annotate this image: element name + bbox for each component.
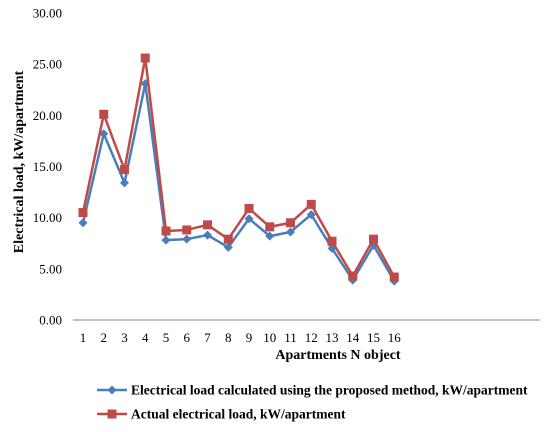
data-point bbox=[120, 165, 129, 175]
series-1 bbox=[78, 79, 399, 286]
series-2 bbox=[78, 53, 399, 282]
legend: Electrical load calculated using the pro… bbox=[97, 383, 528, 422]
series-line bbox=[81, 82, 396, 282]
data-point bbox=[306, 210, 316, 220]
y-tick-label: 30.00 bbox=[33, 6, 62, 21]
data-point bbox=[161, 235, 171, 245]
x-axis-ticks: 1 2 3 4 5 6 7 8 9 10 11 12 13 14 15 16 bbox=[80, 330, 402, 345]
data-point bbox=[203, 220, 212, 230]
x-tick-label: 13 bbox=[326, 330, 339, 345]
data-point bbox=[78, 218, 88, 228]
x-tick-label: 14 bbox=[346, 330, 360, 345]
y-tick-label: 5.00 bbox=[39, 261, 62, 276]
y-tick-label: 10.00 bbox=[33, 210, 62, 225]
data-point bbox=[286, 218, 295, 228]
x-tick-label: 9 bbox=[246, 330, 253, 345]
x-tick-label: 8 bbox=[225, 330, 232, 345]
data-point bbox=[369, 234, 378, 244]
y-tick-label: 15.00 bbox=[33, 159, 62, 174]
x-tick-label: 10 bbox=[263, 330, 276, 345]
x-tick-label: 6 bbox=[184, 330, 191, 345]
x-tick-label: 2 bbox=[101, 330, 108, 345]
data-point bbox=[265, 231, 275, 241]
data-point bbox=[223, 242, 233, 252]
y-axis-title: Electrical load, kW/apartment bbox=[12, 70, 27, 253]
x-tick-label: 3 bbox=[121, 330, 128, 345]
data-point bbox=[99, 109, 109, 119]
x-tick-label: 1 bbox=[80, 330, 87, 345]
data-point bbox=[244, 203, 254, 213]
y-tick-label: 20.00 bbox=[33, 108, 62, 123]
x-axis-title: Apartments N object bbox=[275, 348, 401, 363]
legend-entry: Actual electrical load, kW/apartment bbox=[131, 407, 346, 422]
data-point bbox=[389, 272, 399, 282]
data-point bbox=[182, 225, 192, 235]
data-point bbox=[99, 129, 109, 139]
data-point bbox=[161, 226, 171, 236]
data-point bbox=[286, 227, 295, 237]
y-axis-ticks: 0.00 5.00 10.00 15.00 20.00 25.00 30.00 bbox=[33, 6, 62, 328]
legend-marker bbox=[107, 385, 117, 395]
x-tick-label: 7 bbox=[204, 330, 211, 345]
x-tick-label: 12 bbox=[305, 330, 318, 345]
series-line bbox=[81, 56, 396, 278]
legend-entry: Electrical load calculated using the pro… bbox=[131, 383, 528, 398]
data-point bbox=[327, 236, 337, 246]
data-point bbox=[265, 222, 275, 232]
data-point bbox=[120, 178, 129, 188]
data-point bbox=[78, 208, 88, 218]
data-point bbox=[223, 234, 233, 244]
x-tick-label: 4 bbox=[142, 330, 149, 345]
legend-marker bbox=[107, 409, 117, 419]
y-tick-label: 25.00 bbox=[33, 57, 62, 72]
series-layer bbox=[78, 53, 399, 286]
x-tick-label: 5 bbox=[163, 330, 170, 345]
x-tick-label: 16 bbox=[388, 330, 402, 345]
x-tick-label: 11 bbox=[284, 330, 297, 345]
data-point bbox=[348, 271, 358, 281]
data-point bbox=[140, 53, 150, 63]
data-point bbox=[306, 199, 316, 209]
data-point bbox=[244, 214, 254, 224]
x-tick-label: 15 bbox=[367, 330, 380, 345]
data-point bbox=[182, 234, 192, 244]
y-tick-label: 0.00 bbox=[39, 313, 62, 328]
data-point bbox=[203, 230, 212, 240]
